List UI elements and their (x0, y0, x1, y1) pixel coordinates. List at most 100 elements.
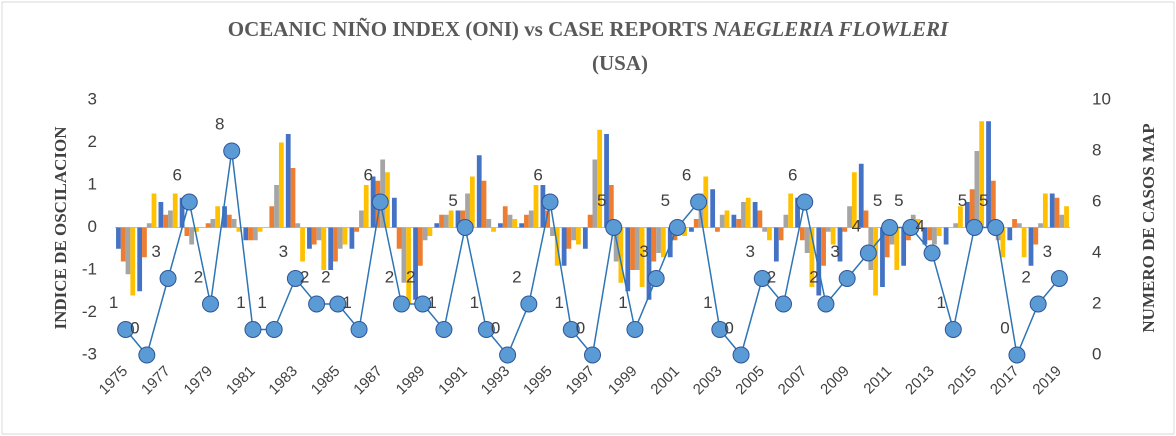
line-marker (923, 244, 941, 262)
bar (359, 210, 364, 228)
bar (592, 159, 598, 228)
bar (990, 180, 996, 228)
bar (179, 197, 185, 228)
bar (363, 185, 369, 228)
bar (932, 227, 937, 245)
data-label: 6 (364, 165, 373, 184)
y-tick-label: 0 (88, 217, 97, 236)
bar (172, 193, 178, 228)
bar (618, 227, 624, 283)
bar (427, 227, 433, 236)
bar (1033, 227, 1039, 245)
bar (710, 189, 716, 228)
bar (422, 227, 428, 241)
bar (533, 185, 539, 228)
bar (979, 121, 985, 228)
bar (349, 227, 355, 249)
y-tick-label: 2 (88, 132, 97, 151)
bar (901, 227, 907, 266)
bar (252, 227, 258, 241)
data-label: 5 (979, 191, 988, 210)
data-label: 0 (130, 318, 139, 337)
data-label: 5 (661, 191, 670, 210)
bar (354, 227, 360, 232)
data-label: 4 (915, 216, 924, 235)
bar (439, 214, 444, 228)
data-label: 5 (873, 191, 882, 210)
bar (498, 223, 503, 228)
bar (1064, 206, 1069, 228)
bar (953, 223, 959, 228)
bar (597, 129, 603, 228)
bar (964, 202, 970, 228)
bar (1042, 193, 1048, 228)
line-marker (117, 321, 135, 338)
bar (795, 197, 800, 228)
bar (1028, 227, 1034, 266)
data-label: 2 (194, 267, 203, 286)
bar (630, 227, 635, 270)
data-label: 5 (958, 191, 967, 210)
bar (380, 159, 386, 228)
data-label: 0 (491, 318, 500, 337)
bar (571, 227, 577, 241)
bar (788, 193, 794, 228)
bar (1049, 193, 1055, 228)
bar (608, 185, 614, 228)
data-label: 5 (597, 191, 606, 210)
bar (863, 210, 869, 228)
data-label: 1 (470, 293, 479, 312)
bar (248, 227, 253, 241)
bar (130, 227, 136, 296)
bar (519, 223, 525, 228)
bar (243, 227, 249, 241)
bar (215, 206, 221, 228)
bar (278, 142, 284, 228)
bar (481, 180, 487, 228)
bar (816, 227, 822, 296)
bar (443, 214, 449, 228)
bar (455, 210, 461, 228)
data-label: 3 (639, 242, 648, 261)
line-marker (966, 219, 983, 236)
bar (401, 227, 407, 283)
bar (646, 227, 652, 300)
bar (512, 219, 518, 228)
bar (434, 223, 440, 228)
line-marker (1050, 270, 1068, 287)
data-label: 2 (1021, 267, 1030, 286)
bar (693, 219, 699, 228)
bar (1054, 197, 1060, 228)
data-label: 1 (703, 293, 712, 312)
line-marker (329, 295, 347, 313)
data-label: 6 (173, 165, 182, 184)
line-marker (435, 321, 453, 338)
bar (745, 197, 751, 228)
bar (576, 227, 581, 245)
bar (417, 227, 423, 266)
bar (943, 227, 949, 245)
bar (884, 227, 890, 258)
bar (667, 227, 673, 258)
line-marker (902, 219, 920, 236)
bar (724, 210, 730, 228)
bar (604, 134, 609, 228)
line-marker (393, 295, 410, 313)
bar (413, 227, 418, 300)
bar (125, 227, 131, 275)
line-marker (138, 346, 156, 364)
data-label: 1 (427, 293, 436, 312)
data-label: 1 (342, 293, 351, 312)
data-label: 3 (746, 242, 755, 261)
data-label: 2 (767, 267, 776, 286)
data-label: 6 (788, 165, 797, 184)
title-main: OCEANIC NIÑO INDEX (ONI) vs CASE REPORTS (228, 17, 708, 41)
line-marker (456, 219, 474, 236)
bar (448, 210, 454, 228)
bar (406, 227, 412, 304)
data-label: 2 (406, 267, 415, 286)
bar (328, 227, 334, 270)
bar (858, 163, 864, 228)
data-label: 0 (724, 318, 733, 337)
bar (561, 227, 567, 266)
